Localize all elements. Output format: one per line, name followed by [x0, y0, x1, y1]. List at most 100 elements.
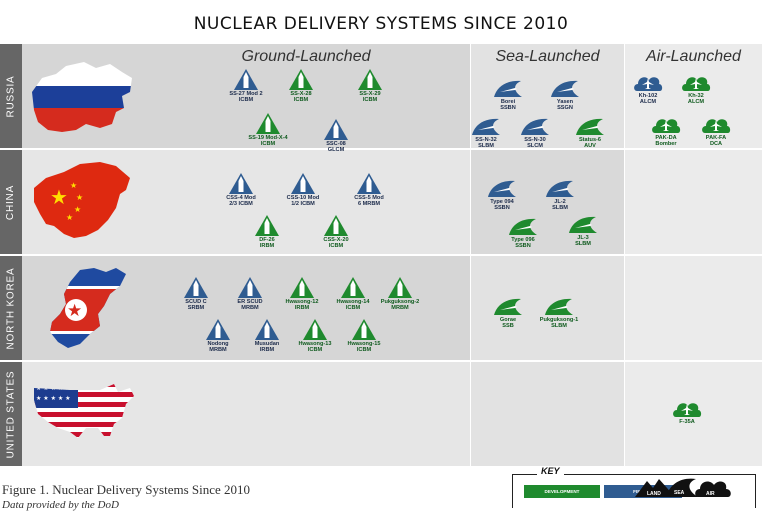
- system-label: Kh-32 ALCM: [687, 93, 705, 106]
- submarine-icon: [532, 178, 588, 198]
- system-label: Hwasong-14 ICBM: [336, 299, 370, 312]
- system-ss-19-mod-x-4: SS-19 Mod-X-4 ICBM: [240, 112, 296, 147]
- system-css-4-mod: CSS-4 Mod 2/3 ICBM: [213, 172, 269, 207]
- system-ss-x-29: SS-X-29 ICBM: [342, 68, 398, 103]
- country-label-north-korea: NORTH KOREA: [5, 267, 17, 349]
- system-label: SS-X-28 ICBM: [290, 91, 312, 104]
- system-borei: Borei SSBN: [480, 78, 536, 111]
- system-label: Musudan IRBM: [254, 341, 280, 354]
- system-label: F-35A: [679, 419, 695, 425]
- system-jl-2: JL-2 SLBM: [532, 178, 588, 211]
- missile-icon: [222, 276, 278, 298]
- missile-icon: [273, 68, 329, 90]
- system-label: CSS-5 Mod 6 MRBM: [354, 195, 384, 208]
- system-pukguksong-1: Pukguksong-1 SLBM: [531, 296, 587, 329]
- system-label: CSS-4 Mod 2/3 ICBM: [226, 195, 256, 208]
- submarine-icon: [474, 178, 530, 198]
- missile-icon: [274, 276, 330, 298]
- legend-land-icon: LAND: [635, 479, 675, 497]
- north-korea-flag-map: ★: [50, 268, 126, 348]
- system-yasen: Yasen SSGN: [537, 78, 593, 111]
- system-label: SS-X-29 ICBM: [359, 91, 381, 104]
- system-label: PAK-FA DCA: [705, 135, 727, 148]
- legend-air-label: AIR: [706, 491, 715, 497]
- system-label: SCUD C SRBM: [185, 299, 207, 312]
- svg-text:★: ★: [66, 213, 73, 222]
- system-label: JL-2 SLBM: [552, 199, 568, 212]
- missile-icon: [218, 68, 274, 90]
- missile-icon: [239, 318, 295, 340]
- legend-sea-label: SEA: [674, 490, 685, 496]
- system-df-26: DF-26 IRBM: [239, 214, 295, 249]
- missile-icon: [275, 172, 331, 194]
- system-hwasong-14: Hwasong-14 ICBM: [325, 276, 381, 311]
- legend-key: [512, 474, 756, 508]
- figure-caption: Figure 1. Nuclear Delivery Systems Since…: [2, 482, 251, 497]
- system-nodong: Nodong MRBM: [190, 318, 246, 353]
- system-label: CSS-10 Mod 1/2 ICBM: [286, 195, 320, 208]
- system-label: Type 096 SSBN: [511, 237, 535, 250]
- system-label: Pukguksong-1 SLBM: [539, 317, 579, 330]
- submarine-icon: [458, 116, 514, 136]
- legend-sea-icon: SEA: [666, 478, 698, 497]
- missile-icon: [239, 214, 295, 236]
- missile-icon: [190, 318, 246, 340]
- system-label: SS-N-30 SLCM: [524, 137, 546, 150]
- system-label: JL-3 SLBM: [575, 235, 591, 248]
- legend-key-title: KEY: [537, 466, 564, 476]
- system-css-10-mod: CSS-10 Mod 1/2 ICBM: [275, 172, 331, 207]
- system-css-x-20: CSS-X-20 ICBM: [308, 214, 364, 249]
- svg-text:★ ★ ★ ★ ★: ★ ★ ★ ★ ★: [36, 395, 71, 402]
- system-label: Pukguksong-2 MRBM: [380, 299, 420, 312]
- system-label: Hwasong-15 ICBM: [347, 341, 381, 354]
- system-type-094: Type 094 SSBN: [474, 178, 530, 211]
- system-label: Type 094 SSBN: [490, 199, 514, 212]
- system-f-35a: F-35A: [659, 398, 715, 425]
- system-label: Yasen SSGN: [556, 99, 574, 112]
- submarine-icon: [507, 116, 563, 136]
- missile-icon: [336, 318, 392, 340]
- missile-icon: [372, 276, 428, 298]
- system-pak-fa: PAK-FA DCA: [688, 114, 744, 147]
- system-hwasong-15: Hwasong-15 ICBM: [336, 318, 392, 353]
- system-label: Hwasong-12 IRBM: [285, 299, 319, 312]
- system-hwasong-12: Hwasong-12 IRBM: [274, 276, 330, 311]
- russia-flag-map: [32, 62, 132, 132]
- country-label-russia: RUSSIA: [5, 74, 17, 118]
- system-pak-da: PAK-DA Bomber: [638, 114, 694, 147]
- system-label: SS-N-32 SLBM: [475, 137, 497, 150]
- svg-text:★ ★ ★ ★ ★: ★ ★ ★ ★ ★: [36, 385, 71, 392]
- system-musudan: Musudan IRBM: [239, 318, 295, 353]
- system-label: SS-27 Mod 2 ICBM: [229, 91, 263, 104]
- missile-icon: [287, 318, 343, 340]
- system-er-scud: ER SCUD MRBM: [222, 276, 278, 311]
- country-label-united-states: UNITED STATES: [5, 370, 17, 458]
- submarine-icon: [480, 78, 536, 98]
- submarine-icon: [495, 216, 551, 236]
- system-pukguksong-2: Pukguksong-2 MRBM: [372, 276, 428, 311]
- svg-text:★: ★: [74, 205, 81, 214]
- column-header-air: Air-Launched: [646, 48, 741, 65]
- united-states-flag-map: ★ ★ ★ ★ ★ ★ ★ ★ ★ ★: [34, 384, 134, 438]
- system-ss-n-30: SS-N-30 SLCM: [507, 116, 563, 149]
- system-ss-27-mod-2: SS-27 Mod 2 ICBM: [218, 68, 274, 103]
- system-label: SS-19 Mod-X-4 ICBM: [248, 135, 288, 148]
- submarine-icon: [537, 78, 593, 98]
- missile-icon: [341, 172, 397, 194]
- system-label: CSS-X-20 ICBM: [323, 237, 349, 250]
- country-label-china: CHINA: [5, 184, 17, 220]
- missile-icon: [342, 68, 398, 90]
- submarine-icon: [480, 296, 536, 316]
- data-source-note: Data provided by the DoD: [2, 499, 119, 511]
- system-label: Gorae SSB: [499, 317, 517, 330]
- system-hwasong-13: Hwasong-13 ICBM: [287, 318, 343, 353]
- svg-text:★: ★: [67, 301, 82, 321]
- submarine-icon: [531, 296, 587, 316]
- legend-land-label: LAND: [647, 491, 661, 497]
- system-gorae: Gorae SSB: [480, 296, 536, 329]
- system-status-6: Status-6 AUV: [562, 116, 618, 149]
- system-label: PAK-DA Bomber: [655, 135, 677, 148]
- system-label: Borei SSBN: [500, 99, 516, 112]
- system-css-5-mod: CSS-5 Mod 6 MRBM: [341, 172, 397, 207]
- missile-icon: [213, 172, 269, 194]
